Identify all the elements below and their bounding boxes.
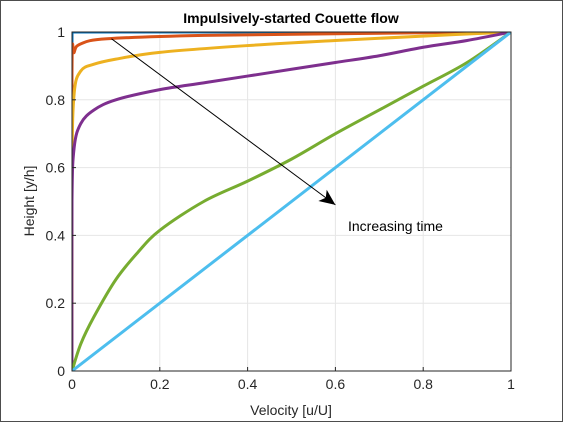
axes-box [71, 31, 512, 372]
annotation-text: Increasing time [348, 218, 443, 234]
annotation: Increasing time [111, 38, 443, 234]
x-axis-label: Velocity [u/U] [250, 402, 332, 418]
y-tick-label: 0.4 [46, 227, 66, 243]
ticks: 0 0.2 0.4 0.6 0.8 1 0 0.2 0.4 0.6 0.8 1 [46, 24, 516, 392]
x-tick-label: 0.6 [326, 376, 346, 392]
y-tick-label: 0.6 [46, 160, 66, 176]
y-tick-label: 1 [57, 24, 65, 40]
x-tick-label: 1 [507, 376, 515, 392]
x-tick-label: 0 [68, 376, 76, 392]
series-line-4 [72, 32, 511, 371]
annotation-arrow-line [111, 38, 336, 206]
y-axis-label: Height [y/h] [21, 166, 37, 237]
chart-title: Impulsively-started Couette flow [183, 10, 399, 26]
y-tick-label: 0 [57, 363, 65, 379]
series-line-6 [72, 32, 511, 371]
x-tick-label: 0.4 [238, 376, 258, 392]
x-tick-label: 0.8 [413, 376, 433, 392]
series-line-5 [72, 32, 511, 371]
series-line-2 [72, 32, 511, 371]
y-tick-label: 0.8 [46, 92, 66, 108]
annotation-arrow-head [318, 189, 336, 205]
y-tick-label: 0.2 [46, 295, 66, 311]
x-tick-label: 0.2 [150, 376, 170, 392]
